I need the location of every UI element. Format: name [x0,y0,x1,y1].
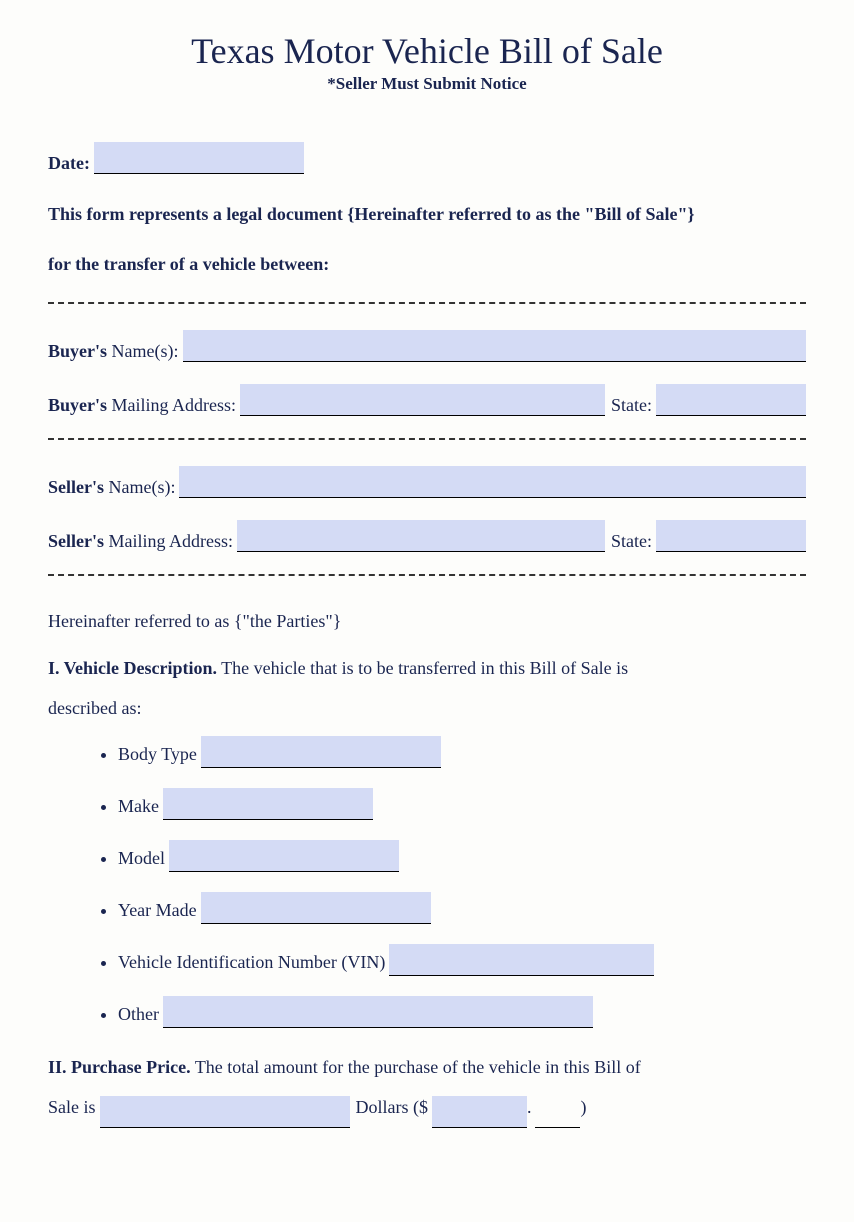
seller-addr-row: Seller's Mailing Address: State: [48,520,806,552]
section-2-body2d: ) [580,1088,586,1128]
seller-state-field[interactable] [656,520,806,552]
year-field[interactable] [201,892,431,924]
vin-label: Vehicle Identification Number (VIN) [118,948,385,977]
seller-name-row: Seller's Name(s): [48,466,806,498]
list-item-vin: Vehicle Identification Number (VIN) [118,944,806,976]
buyer-name-label: Buyer's Name(s): [48,341,179,362]
list-item-model: Model [118,840,806,872]
seller-name-field[interactable] [179,466,806,498]
divider-2 [48,438,806,440]
section-1-body2: described as: [48,689,806,729]
section-2-body2b: Dollars ($ [356,1088,428,1128]
price-dollars-field[interactable] [432,1096,527,1128]
section-1-body: The vehicle that is to be transferred in… [217,658,628,678]
vehicle-list: Body Type Make Model Year Made Vehicle I… [118,736,806,1028]
section-2-heading: II. Purchase Price. [48,1057,191,1077]
buyer-addr-label: Buyer's Mailing Address: [48,395,236,416]
section-1: I. Vehicle Description. The vehicle that… [48,649,806,728]
seller-addr-label: Seller's Mailing Address: [48,531,233,552]
price-words-field[interactable] [100,1096,350,1128]
body-type-label: Body Type [118,740,197,769]
section-2: II. Purchase Price. The total amount for… [48,1048,806,1127]
buyer-state-label: State: [611,395,652,416]
parties-text: Hereinafter referred to as {"the Parties… [48,602,806,642]
vin-field[interactable] [389,944,654,976]
other-field[interactable] [163,996,593,1028]
other-label: Other [118,1000,159,1029]
buyer-addr-field[interactable] [240,384,605,416]
divider-3 [48,574,806,576]
buyer-addr-row: Buyer's Mailing Address: State: [48,384,806,416]
buyer-state-field[interactable] [656,384,806,416]
seller-name-label: Seller's Name(s): [48,477,175,498]
model-label: Model [118,844,165,873]
make-field[interactable] [163,788,373,820]
list-item-body-type: Body Type [118,736,806,768]
intro-line-1: This form represents a legal document {H… [48,196,806,234]
price-cents-field[interactable] [535,1096,580,1128]
seller-addr-field[interactable] [237,520,605,552]
intro-line-2: for the transfer of a vehicle between: [48,246,806,284]
page-subtitle: *Seller Must Submit Notice [48,74,806,94]
make-label: Make [118,792,159,821]
list-item-other: Other [118,996,806,1028]
buyer-name-field[interactable] [183,330,807,362]
year-label: Year Made [118,896,197,925]
section-2-body2a: Sale is [48,1088,96,1128]
body-type-field[interactable] [201,736,441,768]
page-title: Texas Motor Vehicle Bill of Sale [48,30,806,72]
divider-1 [48,302,806,304]
date-row: Date: [48,142,806,174]
section-2-body: The total amount for the purchase of the… [191,1057,641,1077]
date-field[interactable] [94,142,304,174]
section-2-body2c: . [527,1088,532,1128]
section-2-row2: Sale is Dollars ($ . ) [48,1088,806,1128]
buyer-name-row: Buyer's Name(s): [48,330,806,362]
date-label: Date: [48,153,90,174]
seller-state-label: State: [611,531,652,552]
section-1-heading: I. Vehicle Description. [48,658,217,678]
list-item-make: Make [118,788,806,820]
model-field[interactable] [169,840,399,872]
list-item-year: Year Made [118,892,806,924]
